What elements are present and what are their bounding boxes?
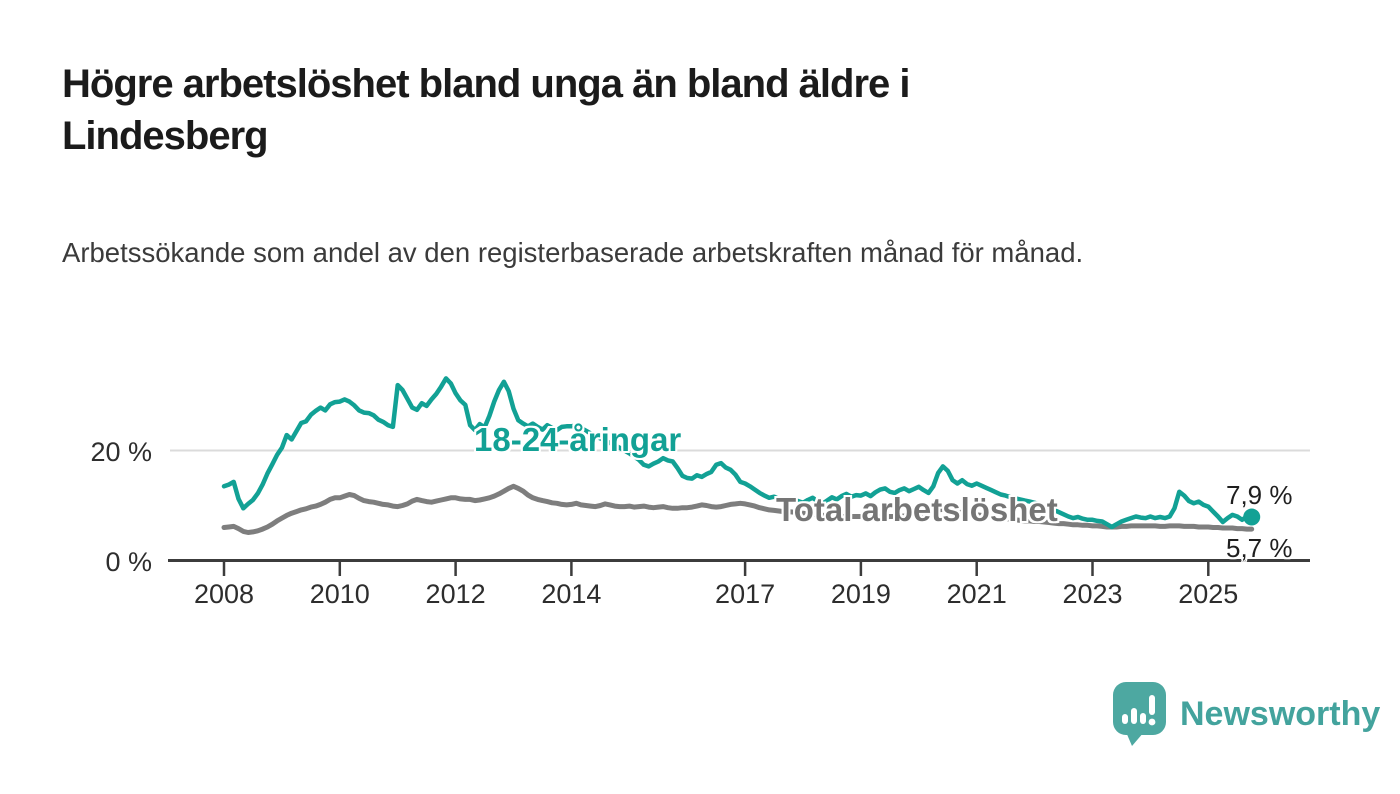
x-axis-label: 2021 bbox=[946, 579, 1007, 609]
newsworthy-wordmark: Newsworthy bbox=[1180, 694, 1381, 733]
youth-series-line bbox=[221, 376, 1254, 530]
latest-value-dot bbox=[1243, 508, 1261, 526]
newsworthy-logo: Newsworthy bbox=[1113, 682, 1380, 746]
x-axis-label: 2012 bbox=[425, 579, 486, 609]
y-axis-label-20: 20 % bbox=[90, 437, 152, 467]
x-axis-label: 2010 bbox=[309, 579, 370, 609]
x-axis-label: 2017 bbox=[715, 579, 776, 609]
x-axis-label: 2019 bbox=[830, 579, 891, 609]
total-series-line bbox=[221, 483, 1255, 535]
youth-latest-value: 7,9 % bbox=[1226, 480, 1293, 510]
total-series-label: Total arbetslöshet bbox=[776, 491, 1058, 528]
newsworthy-logo-icon bbox=[1113, 682, 1166, 746]
total-latest-value: 5,7 % bbox=[1226, 533, 1293, 563]
x-axis-label: 2014 bbox=[541, 579, 602, 609]
x-axis-label: 2008 bbox=[193, 579, 255, 609]
y-axis-label-0: 0 % bbox=[105, 547, 152, 577]
x-axis-label: 2025 bbox=[1178, 579, 1239, 609]
x-axis-label: 2023 bbox=[1062, 579, 1123, 609]
youth-series-label: 18-24-åringar bbox=[474, 421, 682, 458]
chart-subtitle: Arbetssökande som andel av den registerb… bbox=[62, 237, 1084, 268]
page-title: Högre arbetslöshet bland unga än bland ä… bbox=[62, 62, 910, 158]
